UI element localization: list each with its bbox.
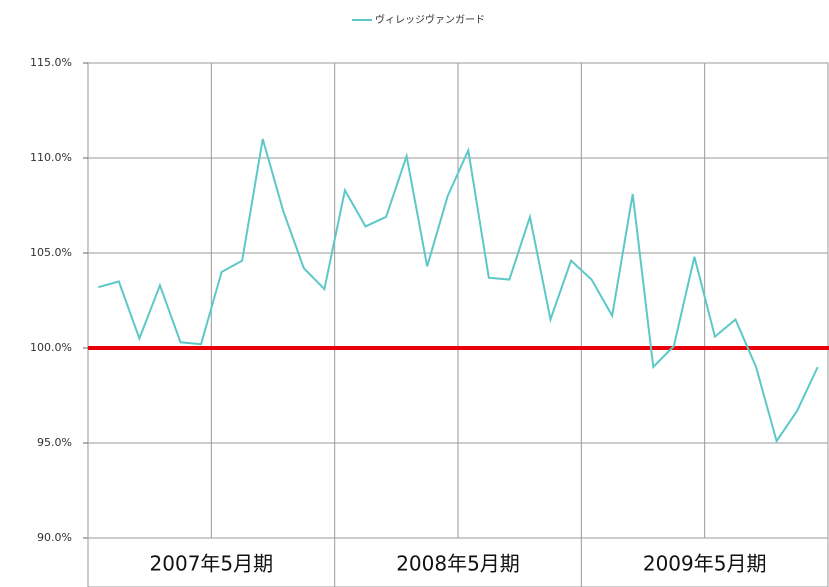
x-group-label: 2009年5月期 (643, 552, 767, 576)
y-tick-label: 115.0% (30, 56, 72, 69)
y-tick-label: 110.0% (30, 151, 72, 164)
y-tick-label: 100.0% (30, 341, 72, 354)
legend-label: ヴィレッジヴァンガード (375, 13, 485, 26)
y-tick-label: 90.0% (37, 531, 72, 544)
x-group-label: 2008年5月期 (396, 552, 520, 576)
y-tick-label: 105.0% (30, 246, 72, 259)
series-line (98, 138, 819, 444)
y-tick-label: 95.0% (37, 436, 72, 449)
x-group-label: 2007年5月期 (150, 552, 274, 576)
